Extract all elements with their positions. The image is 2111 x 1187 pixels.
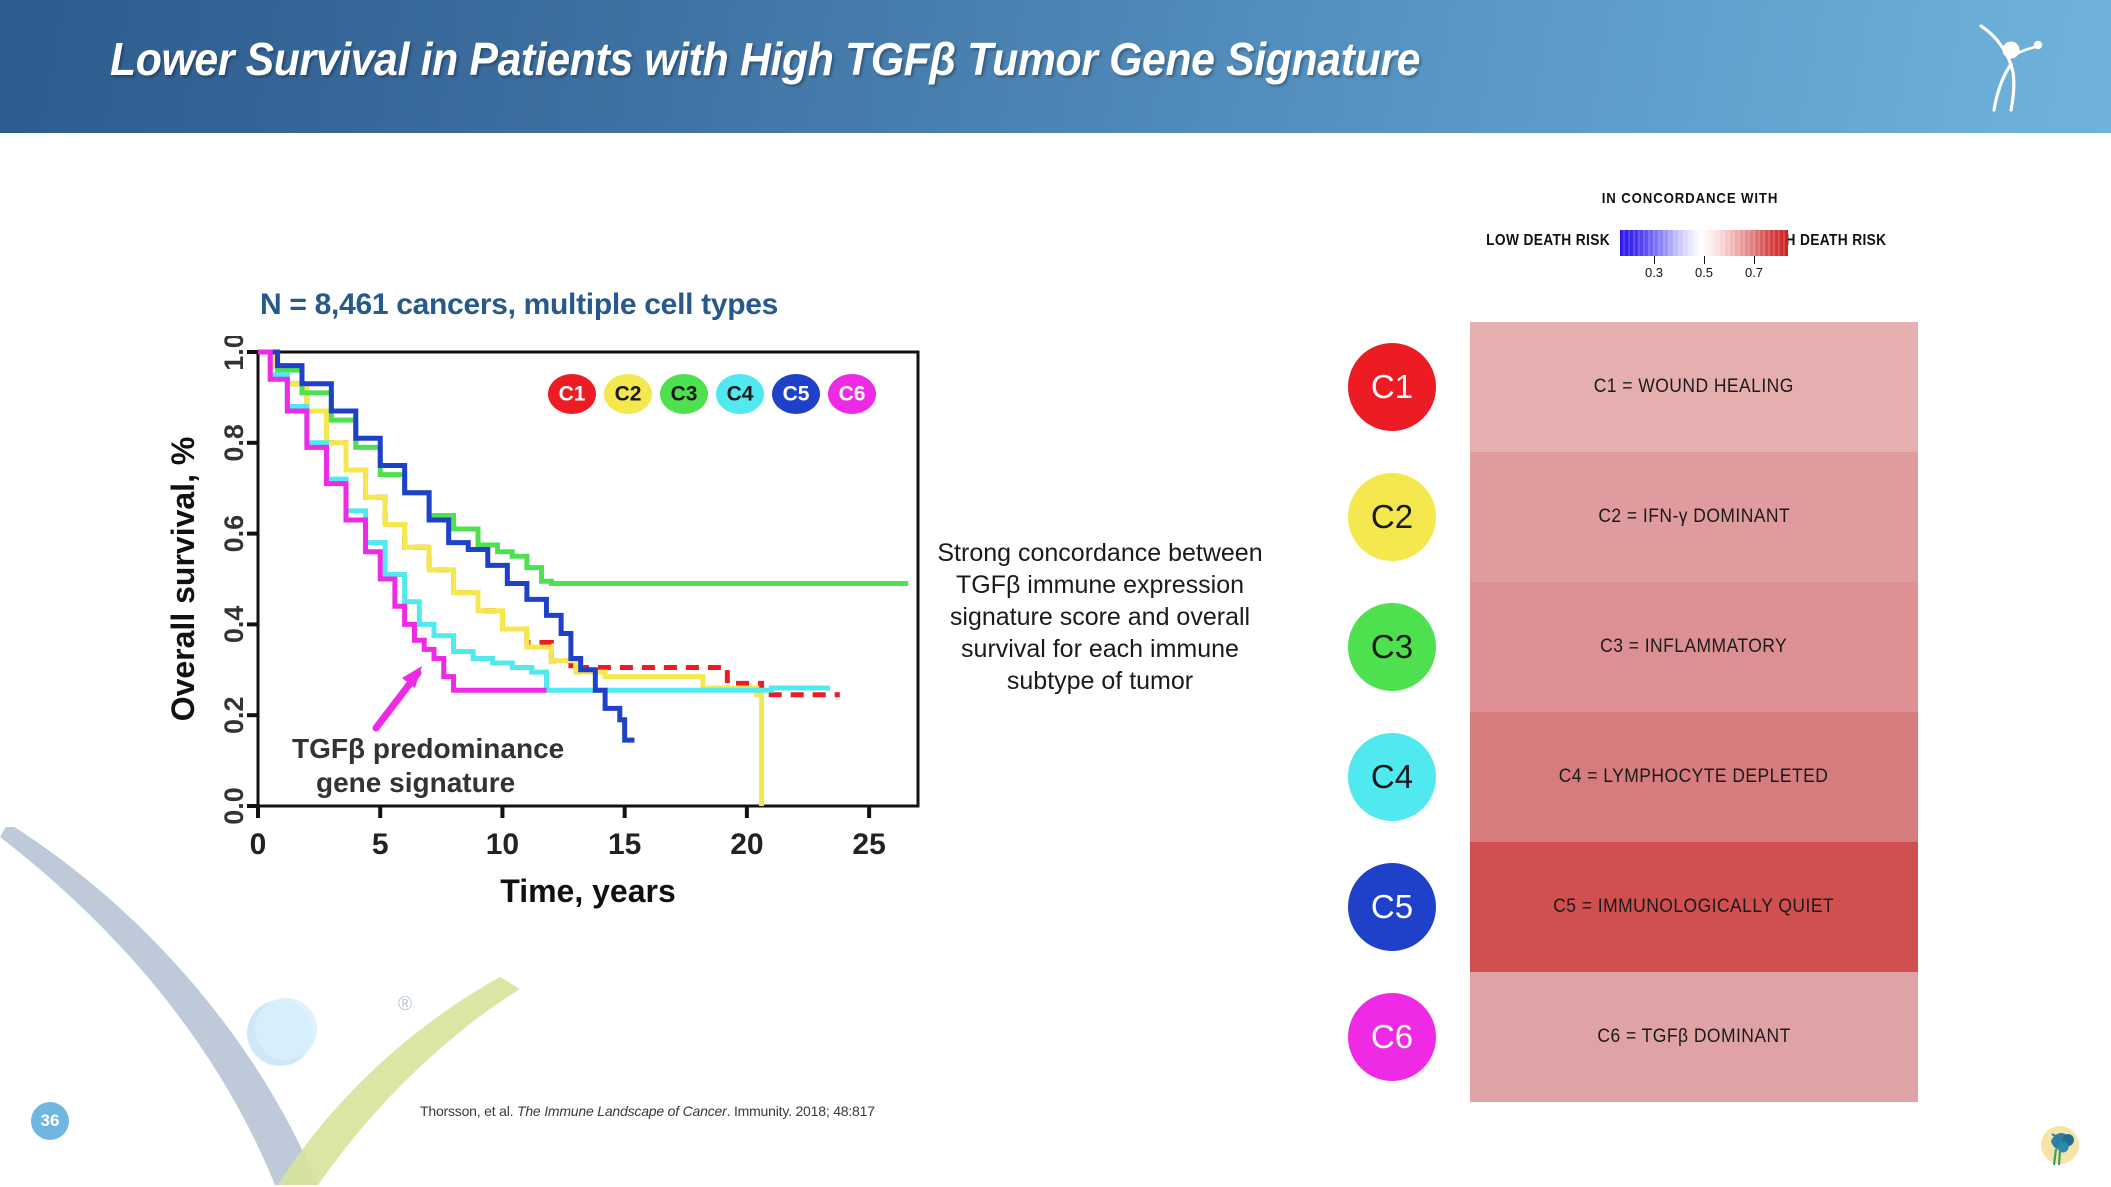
page-title: Lower Survival in Patients with High TGF… (110, 33, 1421, 85)
legend-pill-c4[interactable] (716, 374, 764, 414)
concordance-line-1: Strong concordance between (937, 539, 1263, 567)
death-risk-legend: IN CONCORDANCE WITH LOW DEATH RISK HIGH … (1455, 190, 1925, 300)
survival-chart-block: N = 8,461 cancers, multiple cell types 0… (170, 272, 930, 952)
y-tick-label: 1.0 (219, 336, 249, 371)
subtype-label-c2: C2 = IFN-γ DOMINANT (1598, 506, 1790, 527)
legend-pill-label-c4: C4 (727, 383, 754, 406)
survival-curve-c5 (258, 349, 635, 743)
subtype-label-c4: C4 = LYMPHOCYTE DEPLETED (1559, 766, 1829, 787)
subtype-bubble-c4[interactable]: C4 (1348, 733, 1436, 821)
legend-caption: IN CONCORDANCE WITH (1601, 190, 1779, 207)
citation-text: Thorsson, et al. The Immune Landscape of… (420, 1103, 875, 1119)
subtype-band-c6: C6 = TGFβ DOMINANT (1470, 972, 1918, 1102)
citation-prefix: Thorsson, et al. (420, 1103, 517, 1119)
legend-pill-c6[interactable] (828, 374, 876, 414)
legend-pill-label-c2: C2 (615, 383, 642, 406)
concordance-line-2: TGFβ immune expression (955, 571, 1245, 599)
subtype-bubble-c1[interactable]: C1 (1348, 343, 1436, 431)
x-tick-label: 25 (852, 828, 885, 861)
legend-pill-label-c3: C3 (671, 383, 698, 406)
citation-title: The Immune Landscape of Cancer (516, 1103, 727, 1119)
subtype-band-c1: C1 = WOUND HEALING (1470, 322, 1918, 452)
chart-headline: N = 8,461 cancers, multiple cell types (260, 288, 779, 321)
legend-pill-c1[interactable] (548, 374, 596, 414)
slide-number-badge: 36 (31, 1102, 69, 1140)
subtype-band-c3: C3 = INFLAMMATORY (1470, 582, 1918, 712)
y-axis-label: Overall survival, % (170, 437, 201, 722)
subtype-label-c5: C5 = IMMUNOLOGICALLY QUIET (1553, 896, 1835, 917)
y-tick-label: 0.8 (219, 424, 249, 462)
legend-pill-label-c5: C5 (783, 383, 810, 406)
legend-pill-c2[interactable] (604, 374, 652, 414)
subtype-bubble-c2[interactable]: C2 (1348, 473, 1436, 561)
survival-curve-c2 (258, 349, 765, 806)
citation-suffix: . Immunity. 2018; 48:817 (726, 1103, 875, 1119)
subtype-label-c6: C6 = TGFβ DOMINANT (1597, 1026, 1791, 1047)
subtype-bubble-c5[interactable]: C5 (1348, 863, 1436, 951)
colorbar-tick-0 (1654, 256, 1655, 264)
plot-frame (256, 350, 920, 808)
company-emblem-icon (2041, 1126, 2079, 1166)
survival-curve-c3 (258, 349, 909, 587)
subtype-label-c1: C1 = WOUND HEALING (1593, 376, 1795, 397)
legend-pill-label-c1: C1 (559, 383, 586, 406)
y-tick-label: 0.0 (219, 787, 249, 825)
y-tick-label: 0.2 (219, 696, 249, 734)
y-tick-label: 0.6 (219, 515, 249, 553)
subtype-bubble-c6[interactable]: C6 (1348, 993, 1436, 1081)
x-axis-label: Time, years (500, 873, 676, 909)
legend-pill-label-c6: C6 (839, 383, 866, 406)
chart-annotation-line-2: gene signature (316, 767, 515, 798)
subtype-band-c5: C5 = IMMUNOLOGICALLY QUIET (1470, 842, 1918, 972)
slide-header-bar: Lower Survival in Patients with High TGF… (0, 0, 2111, 133)
x-tick-label: 0 (250, 828, 267, 861)
legend-pill-c5[interactable] (772, 374, 820, 414)
annotation-arrowhead-icon (402, 666, 422, 688)
x-tick-label: 10 (486, 828, 519, 861)
survival-curve-c6 (258, 349, 547, 693)
concordance-line-5: subtype of tumor (1006, 667, 1194, 695)
registered-trademark-icon: ® (398, 994, 412, 1015)
risk-colorbar (1620, 230, 1788, 256)
concordance-line-3: signature score and overall (949, 603, 1251, 631)
legend-low-label: LOW DEATH RISK (1486, 232, 1610, 249)
concordance-line-4: survival for each immune (961, 635, 1239, 663)
immune-subtype-panel: C1 = WOUND HEALING C1 C2 = IFN-γ DOMINANT C… (1348, 322, 1928, 1112)
colorbar-label-1: 0.5 (1694, 265, 1714, 280)
survival-curve-c4 (258, 349, 830, 693)
concordance-description: Strong concordance between TGFβ immune e… (920, 537, 1280, 697)
subtype-bubble-c3[interactable]: C3 (1348, 603, 1436, 691)
subtype-band-c4: C4 = LYMPHOCYTE DEPLETED (1470, 712, 1918, 842)
x-tick-label: 15 (608, 828, 641, 861)
legend-high-label: HIGH DEATH RISK (1760, 232, 1887, 249)
colorbar-label-2: 0.7 (1744, 265, 1764, 280)
y-tick-label: 0.4 (219, 606, 249, 644)
colorbar-label-0: 0.3 (1644, 265, 1664, 280)
subtype-band-c2: C2 = IFN-γ DOMINANT (1470, 452, 1918, 582)
legend-pill-c3[interactable] (660, 374, 708, 414)
colorbar-tick-1 (1704, 256, 1705, 264)
kaplan-meier-chart: 0.0 0.2 0.4 0.6 0.8 1.0 0 5 10 15 20 25 Time, years O… (170, 336, 920, 909)
chart-annotation-line-1: TGFβ predominance (292, 733, 564, 764)
decorative-circle-front (255, 998, 317, 1060)
person-figure-logo-icon (1979, 24, 2043, 112)
x-tick-label: 5 (372, 828, 389, 861)
x-tick-label: 20 (730, 828, 763, 861)
colorbar-tick-2 (1754, 256, 1755, 264)
subtype-label-c3: C3 = INFLAMMATORY (1600, 636, 1788, 657)
